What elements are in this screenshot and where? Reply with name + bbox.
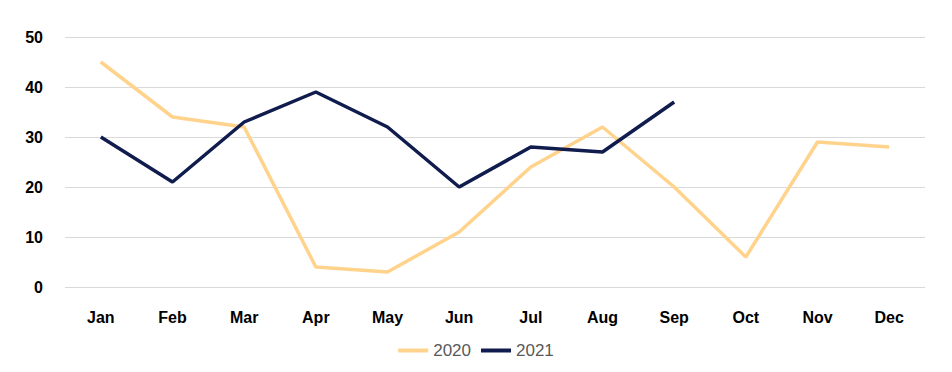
svg-text:Oct: Oct	[732, 309, 759, 326]
svg-text:Aug: Aug	[587, 309, 618, 326]
svg-text:50: 50	[25, 29, 43, 46]
svg-text:Apr: Apr	[302, 309, 330, 326]
svg-text:2021: 2021	[516, 341, 554, 360]
svg-text:Jan: Jan	[87, 309, 115, 326]
svg-text:0: 0	[34, 279, 43, 296]
svg-text:30: 30	[25, 129, 43, 146]
svg-text:40: 40	[25, 79, 43, 96]
svg-text:Nov: Nov	[802, 309, 832, 326]
svg-text:Mar: Mar	[230, 309, 258, 326]
svg-text:Dec: Dec	[874, 309, 903, 326]
svg-text:10: 10	[25, 229, 43, 246]
svg-text:Jun: Jun	[445, 309, 473, 326]
svg-text:20: 20	[25, 179, 43, 196]
svg-text:2020: 2020	[433, 341, 471, 360]
svg-text:Sep: Sep	[659, 309, 689, 326]
svg-text:May: May	[372, 309, 403, 326]
svg-text:Feb: Feb	[158, 309, 187, 326]
svg-text:Jul: Jul	[519, 309, 542, 326]
